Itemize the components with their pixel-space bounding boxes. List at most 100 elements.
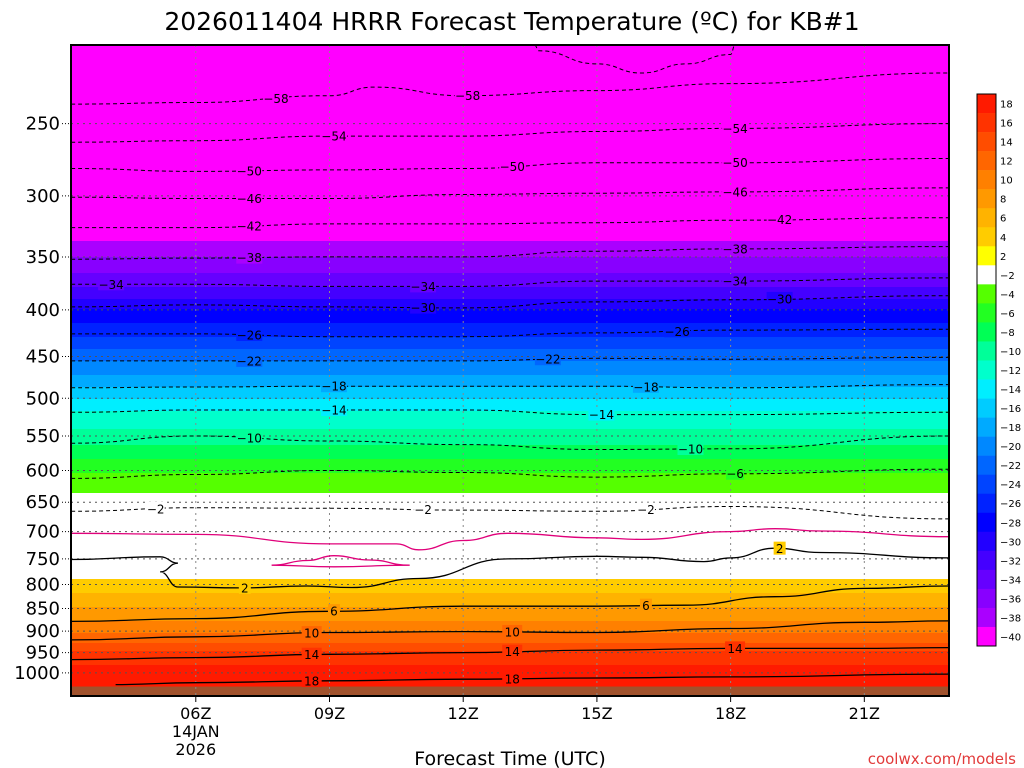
field-band <box>71 299 949 302</box>
colorbar-swatch <box>977 208 996 228</box>
contour-label: 14 <box>505 645 520 659</box>
y-tick-label: 550 <box>26 426 60 447</box>
field-band <box>71 585 949 588</box>
field-band <box>71 71 949 74</box>
field-band <box>71 305 949 308</box>
field-band <box>71 173 949 176</box>
field-band <box>71 621 949 624</box>
field-band <box>71 481 949 484</box>
contour-label: −2 <box>147 502 165 516</box>
colorbar-label: −36 <box>1000 594 1021 605</box>
contour-label-bg <box>588 407 615 421</box>
field-band <box>71 219 949 222</box>
field-band <box>71 623 949 626</box>
contour-label: −30 <box>767 292 792 306</box>
y-tick-label: 850 <box>26 599 60 620</box>
field-band <box>71 523 949 526</box>
colorbar-label: 16 <box>1000 119 1013 130</box>
field-band <box>71 263 949 266</box>
field-band <box>71 521 949 524</box>
field-band <box>71 405 949 408</box>
colorbar-swatch <box>977 265 996 285</box>
contour-label: −18 <box>633 380 658 394</box>
contour-label: −50 <box>722 156 747 170</box>
contour-line <box>71 409 949 416</box>
colorbar-swatch <box>977 284 996 304</box>
field-band <box>71 467 949 470</box>
field-band <box>71 375 949 378</box>
contour-line <box>71 384 949 389</box>
field-band <box>71 429 949 432</box>
contour-label-bg <box>301 647 322 661</box>
field-band <box>71 129 949 132</box>
y-tick-label: 250 <box>26 114 60 135</box>
field-band <box>71 97 949 100</box>
contour-label: −6 <box>726 467 744 481</box>
ground-band <box>71 686 949 696</box>
contour-label-bg <box>773 541 786 555</box>
field-band <box>71 459 949 462</box>
contour-label-bg <box>639 598 652 612</box>
field-band <box>71 595 949 598</box>
x-tick-label: 21Z <box>849 704 880 723</box>
contour-label: −38 <box>237 251 262 265</box>
field-band <box>71 509 949 512</box>
field-band <box>71 353 949 356</box>
colorbar-swatch <box>977 569 996 590</box>
field-band <box>71 105 949 108</box>
contour-label-bg <box>499 159 526 173</box>
contour-label: −2 <box>414 503 432 517</box>
field-band <box>71 273 949 276</box>
contour-label: −54 <box>321 130 346 144</box>
credit-link[interactable]: coolwx.com/models <box>868 750 1016 768</box>
contour-label-bg <box>327 604 340 618</box>
field-band <box>71 331 949 334</box>
field-band <box>71 211 949 214</box>
field-band <box>71 363 949 366</box>
field-band <box>71 157 949 160</box>
field-band <box>71 113 949 116</box>
field-band <box>71 349 949 352</box>
y-tick-label: 650 <box>26 492 60 513</box>
y-tick-label: 900 <box>26 621 60 642</box>
field-band <box>71 297 949 300</box>
field-band <box>71 557 949 560</box>
y-tick-label: 500 <box>26 388 60 409</box>
field-band <box>71 385 949 388</box>
field-band <box>71 449 949 452</box>
field-band <box>71 643 949 646</box>
contour-label: −50 <box>237 164 262 178</box>
field-band <box>71 215 949 218</box>
colorbar-label: 18 <box>1000 100 1013 111</box>
field-band <box>71 133 949 136</box>
field-band <box>71 453 949 456</box>
colorbar-swatch <box>977 531 996 552</box>
contour-line <box>71 217 949 229</box>
field-band <box>71 137 949 140</box>
field-band <box>71 315 949 318</box>
contour-label-bg <box>236 163 263 177</box>
colorbar-label: 6 <box>1000 214 1006 225</box>
field-band <box>71 267 949 270</box>
field-band <box>71 555 949 558</box>
field-band <box>71 569 949 572</box>
field-band <box>71 487 949 490</box>
contour-label: 14 <box>304 648 319 662</box>
field-band <box>71 463 949 466</box>
field-band <box>71 329 949 332</box>
contour-label: −18 <box>321 380 346 394</box>
x-tick-label: 09Z <box>314 704 345 723</box>
field-band <box>71 367 949 370</box>
field-band <box>71 341 949 344</box>
field-band <box>71 99 949 102</box>
field-band <box>71 579 949 582</box>
contour-label: −34 <box>98 278 123 292</box>
field-band <box>71 245 949 248</box>
field-band <box>71 83 949 86</box>
field-band <box>71 115 949 118</box>
contour-label: −22 <box>237 354 262 368</box>
x-tick-label: 15Z <box>581 704 612 723</box>
field-band <box>71 57 949 60</box>
colorbar-label: 2 <box>1000 252 1006 263</box>
contour-label-bg <box>725 641 746 655</box>
